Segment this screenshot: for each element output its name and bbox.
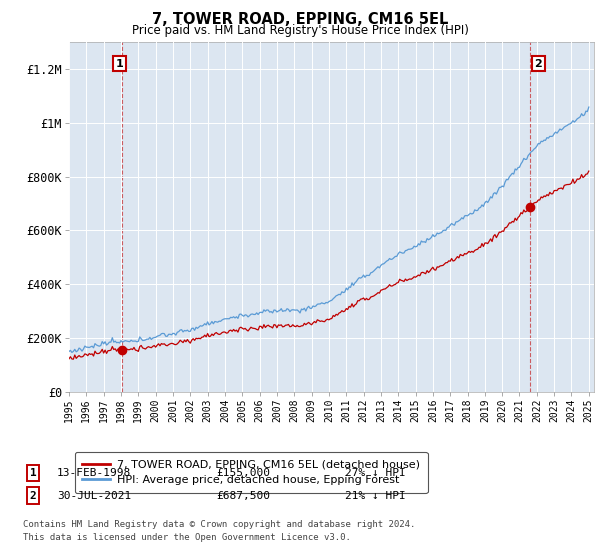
Text: 13-FEB-1998: 13-FEB-1998 xyxy=(57,468,131,478)
Text: Contains HM Land Registry data © Crown copyright and database right 2024.: Contains HM Land Registry data © Crown c… xyxy=(23,520,415,529)
Text: 2: 2 xyxy=(535,59,542,68)
Text: This data is licensed under the Open Government Licence v3.0.: This data is licensed under the Open Gov… xyxy=(23,533,350,542)
Text: 1: 1 xyxy=(116,59,124,68)
Text: 30-JUL-2021: 30-JUL-2021 xyxy=(57,491,131,501)
Text: 27% ↓ HPI: 27% ↓ HPI xyxy=(345,468,406,478)
Text: 21% ↓ HPI: 21% ↓ HPI xyxy=(345,491,406,501)
Text: £155,000: £155,000 xyxy=(216,468,270,478)
Text: 7, TOWER ROAD, EPPING, CM16 5EL: 7, TOWER ROAD, EPPING, CM16 5EL xyxy=(152,12,448,27)
Text: Price paid vs. HM Land Registry's House Price Index (HPI): Price paid vs. HM Land Registry's House … xyxy=(131,24,469,36)
Text: 2: 2 xyxy=(29,491,37,501)
Text: £687,500: £687,500 xyxy=(216,491,270,501)
Text: 1: 1 xyxy=(29,468,37,478)
Legend: 7, TOWER ROAD, EPPING, CM16 5EL (detached house), HPI: Average price, detached h: 7, TOWER ROAD, EPPING, CM16 5EL (detache… xyxy=(74,452,428,493)
